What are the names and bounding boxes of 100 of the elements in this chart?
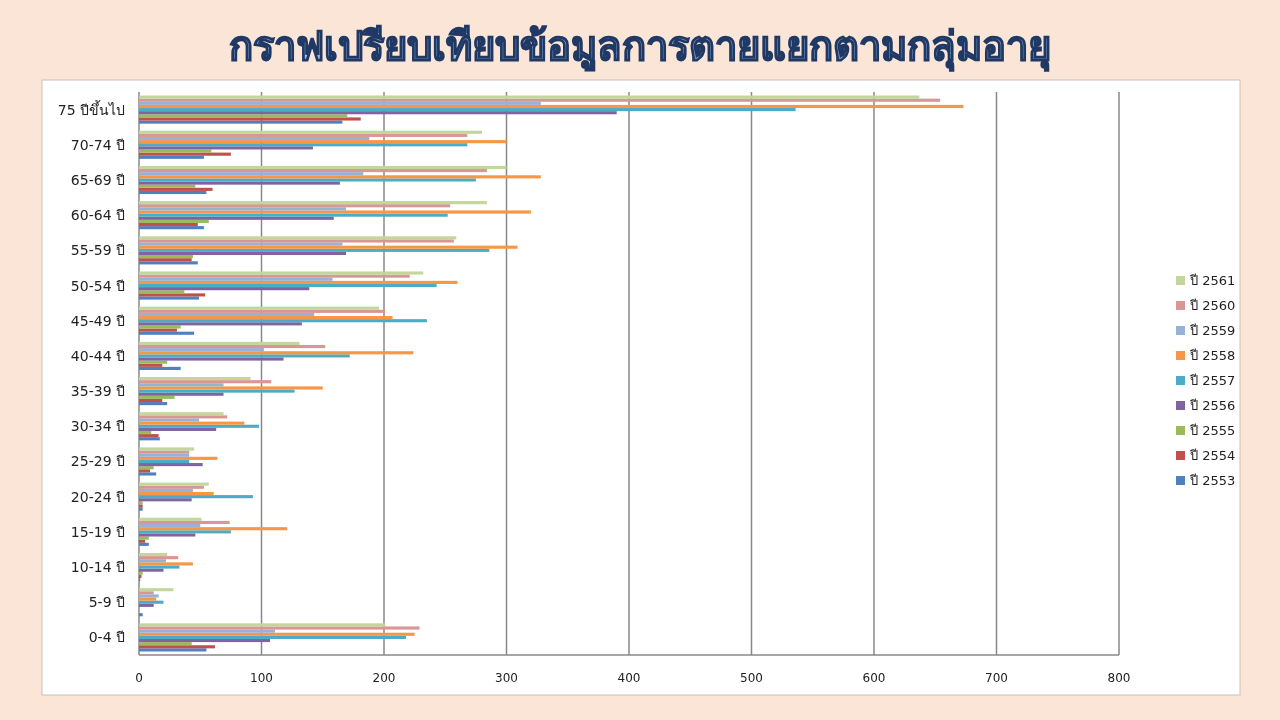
bar [139, 143, 468, 147]
bar [139, 216, 334, 220]
bar [139, 136, 370, 141]
y-tick-label: 5-9 ปี [88, 594, 125, 611]
bar [139, 626, 420, 630]
bar [139, 277, 333, 281]
y-tick-label: 10-14 ปี [70, 559, 125, 576]
bar [139, 366, 181, 370]
bar [139, 172, 364, 176]
y-tick-label: 35-39 ปี [70, 383, 125, 400]
bar [139, 447, 195, 451]
bar [139, 348, 264, 352]
legend-label: ปี 2557 [1189, 373, 1236, 388]
bar [139, 533, 196, 537]
bar [139, 149, 212, 153]
bar [139, 495, 253, 499]
chart-title: กราฟเปรียบเทียบข้อมูลการตายแยกตามกลุ่มอายุ [229, 23, 1051, 72]
bar [139, 111, 617, 115]
bar [139, 530, 231, 534]
bar [139, 287, 310, 291]
x-tick-label: 400 [617, 671, 641, 685]
bar [139, 485, 204, 489]
bar [139, 377, 251, 381]
bar [139, 568, 164, 572]
bar [139, 120, 343, 124]
bar [139, 178, 476, 182]
bar [139, 642, 192, 646]
bar [139, 552, 168, 557]
bar [139, 248, 490, 252]
bar [139, 133, 468, 137]
bar [139, 181, 340, 185]
bar [139, 328, 177, 332]
bar [139, 565, 180, 569]
bar [139, 629, 275, 633]
bar [139, 226, 204, 230]
bar [139, 245, 518, 249]
bar [139, 219, 209, 223]
y-tick-label: 50-54 ปี [70, 277, 125, 294]
bar [139, 169, 487, 173]
bar [139, 562, 193, 566]
bar [139, 95, 920, 99]
bar [139, 98, 941, 102]
legend-label: ปี 2561 [1189, 273, 1236, 288]
legend-label: ปี 2554 [1189, 448, 1236, 463]
bar [139, 386, 323, 390]
y-tick-label: 60-64 ปี [70, 207, 125, 224]
bar [139, 402, 168, 406]
y-tick-label: 65-69 ปี [70, 171, 125, 188]
x-tick-label: 500 [740, 671, 763, 685]
bar [139, 140, 507, 144]
bar [139, 319, 427, 323]
bar [139, 325, 181, 329]
bar [139, 207, 347, 211]
bar [139, 632, 415, 636]
bar [139, 488, 193, 492]
bar [139, 322, 302, 326]
bar [139, 357, 284, 361]
bar [139, 296, 200, 300]
bar [139, 517, 202, 521]
bar [139, 395, 175, 399]
bar [139, 424, 260, 428]
bar [139, 312, 315, 317]
bar [139, 104, 964, 109]
bar [139, 213, 448, 217]
bar [139, 175, 541, 179]
y-tick-label: 30-34 ปี [70, 418, 125, 435]
y-tick-label: 55-59 ปี [70, 242, 125, 259]
bar [139, 430, 152, 435]
bar [139, 524, 201, 528]
x-tick-label: 700 [985, 671, 1008, 685]
y-tick-label: 20-24 ปี [70, 488, 125, 505]
bar [139, 108, 796, 112]
bar [139, 204, 451, 208]
bar [139, 415, 228, 419]
bar [139, 271, 424, 275]
bar [139, 527, 288, 531]
bar [139, 559, 166, 563]
y-tick-label: 75 ปีขึ้นไป [57, 99, 125, 118]
y-tick-label: 40-44 ปี [70, 347, 125, 364]
bar [139, 165, 507, 170]
bar [139, 114, 348, 118]
bar [139, 459, 190, 464]
y-tick-label: 15-19 ปี [70, 523, 125, 540]
bar [139, 101, 541, 105]
x-tick-label: 600 [862, 671, 886, 685]
bar [139, 520, 230, 525]
bar [139, 146, 313, 150]
bar [139, 222, 198, 227]
bar [139, 190, 207, 195]
legend-label: ปี 2558 [1189, 348, 1236, 363]
bar [139, 309, 386, 313]
bar [139, 472, 157, 476]
bar [139, 482, 209, 486]
bar [139, 556, 179, 560]
y-tick-label: 25-29 ปี [70, 453, 125, 470]
bar [139, 351, 414, 355]
x-tick-label: 100 [250, 671, 273, 685]
bar [139, 341, 300, 345]
bar [139, 645, 215, 649]
bar [139, 360, 168, 364]
